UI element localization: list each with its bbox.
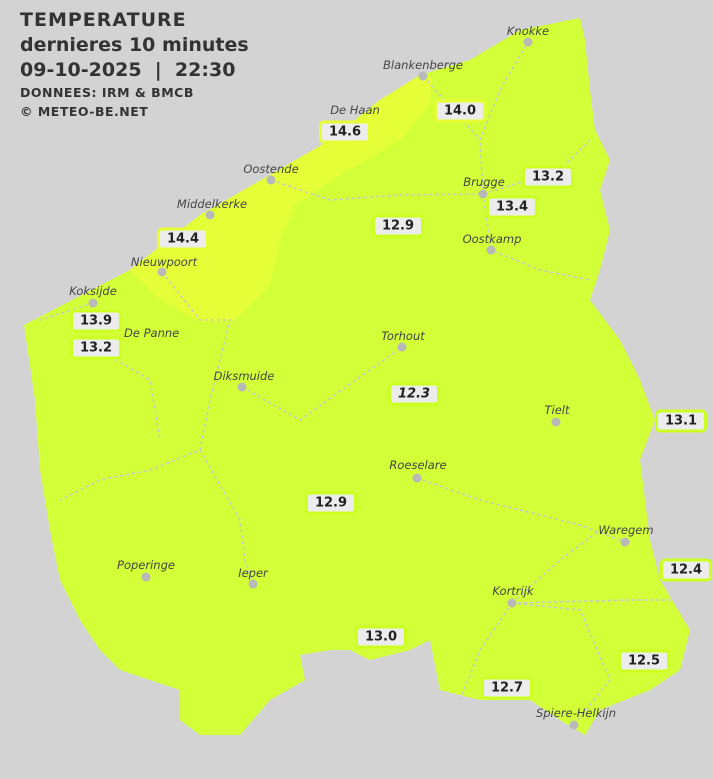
city-label-waregem: Waregem	[598, 523, 654, 537]
city-label-tielt: Tielt	[544, 403, 570, 417]
city-dot	[523, 37, 533, 47]
city-label-ieper: Ieper	[238, 566, 268, 580]
city-dot	[418, 71, 428, 81]
city-label-koksijde: Koksijde	[69, 284, 117, 298]
temperature-label: 13.2	[69, 336, 123, 360]
city-label-brugge: Brugge	[463, 175, 505, 189]
temperature-label: 13.0	[354, 625, 408, 649]
temperature-label: 13.1	[654, 409, 708, 433]
city-dot	[397, 342, 407, 352]
temperature-label: 14.6	[318, 120, 372, 144]
city-dot	[551, 417, 561, 427]
city-label-roeselare: Roeselare	[389, 458, 447, 472]
copyright: © METEO-BE.NET	[20, 104, 149, 119]
city-dot	[248, 579, 258, 589]
temperature-label: 13.9	[69, 309, 123, 333]
data-source: DONNEES: IRM & BMCB	[20, 85, 194, 100]
map-header: TEMPERATURE dernieres 10 minutes 09-10-2…	[20, 8, 249, 121]
city-dot	[266, 175, 276, 185]
temperature-label: 14.4	[156, 227, 210, 251]
city-dot	[141, 572, 151, 582]
city-label-poperinge: Poperinge	[117, 558, 175, 572]
city-dot	[237, 382, 247, 392]
city-label-diksmuide: Diksmuide	[213, 369, 275, 383]
city-label-torhout: Torhout	[381, 329, 425, 343]
city-dot	[88, 298, 98, 308]
temperature-label: 14.0	[433, 99, 487, 123]
temperature-label: 13.4	[485, 195, 539, 219]
city-dot	[569, 720, 579, 730]
city-label-de-haan: De Haan	[330, 103, 380, 117]
city-label-de-panne: De Panne	[124, 326, 180, 340]
city-label-oostkamp: Oostkamp	[462, 232, 522, 246]
temperature-label: 12.7	[480, 676, 534, 700]
city-dot	[205, 210, 215, 220]
city-label-blankenberge: Blankenberge	[383, 58, 463, 72]
city-label-kortrijk: Kortrijk	[492, 584, 534, 598]
city-dot	[478, 189, 488, 199]
city-dot	[620, 537, 630, 547]
map-subtitle: dernieres 10 minutes	[20, 34, 249, 56]
temperature-label: 12.9	[371, 214, 425, 238]
city-dot	[507, 598, 517, 608]
map-title: TEMPERATURE	[20, 9, 187, 31]
city-dot	[486, 245, 496, 255]
city-dot	[412, 473, 422, 483]
temperature-label: 12.4	[659, 558, 713, 582]
city-label-nieuwpoort: Nieuwpoort	[130, 255, 198, 269]
city-dot	[157, 267, 167, 277]
city-label-middelkerke: Middelkerke	[176, 197, 248, 211]
temperature-label: 13.2	[521, 165, 575, 189]
temperature-label: 12.3	[387, 382, 441, 406]
city-label-spiere-helkijn: Spiere-Helkijn	[535, 706, 617, 720]
map-datetime: 09-10-2025 | 22:30	[20, 59, 236, 81]
temperature-label: 12.9	[304, 491, 358, 515]
temperature-label: 12.5	[617, 649, 671, 673]
city-label-oostende: Oostende	[243, 162, 299, 176]
city-label-knokke: Knokke	[506, 24, 550, 38]
